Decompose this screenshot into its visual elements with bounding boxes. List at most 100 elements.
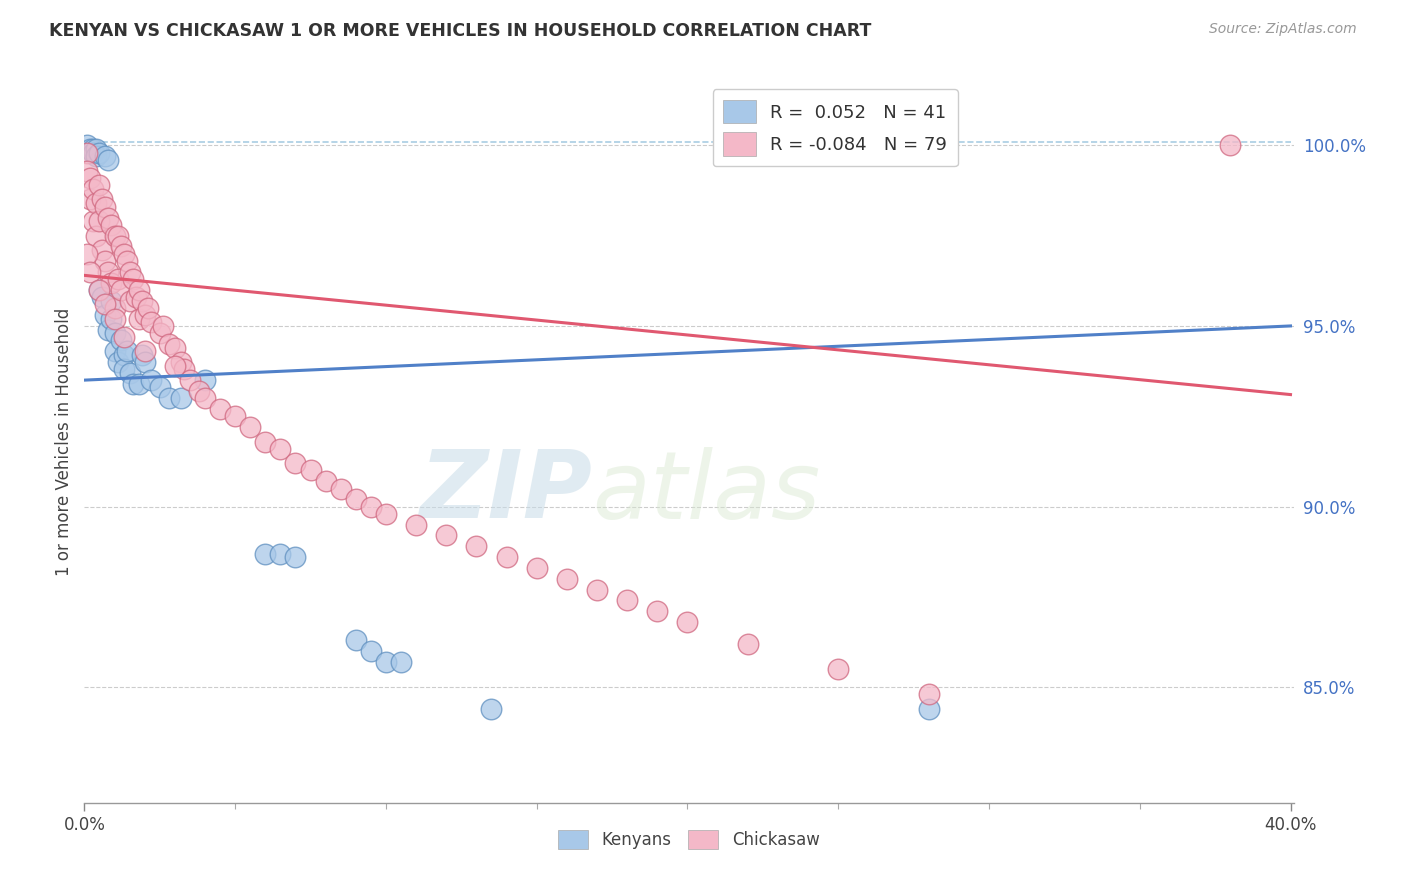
- Point: [157, 337, 180, 351]
- Text: KENYAN VS CHICKASAW 1 OR MORE VEHICLES IN HOUSEHOLD CORRELATION CHART: KENYAN VS CHICKASAW 1 OR MORE VEHICLES I…: [49, 22, 872, 40]
- Point: [91, 243, 114, 257]
- Point: [374, 507, 396, 521]
- Point: [115, 344, 138, 359]
- Point: [555, 572, 578, 586]
- Y-axis label: 1 or more Vehicles in Household: 1 or more Vehicles in Household: [55, 308, 73, 575]
- Point: [110, 239, 132, 253]
- Point: [917, 702, 939, 716]
- Point: [91, 290, 114, 304]
- Point: [360, 500, 382, 514]
- Point: [194, 373, 217, 387]
- Point: [134, 308, 156, 322]
- Point: [86, 228, 108, 243]
- Point: [163, 359, 186, 373]
- Point: [100, 311, 122, 326]
- Point: [89, 178, 111, 192]
- Point: [827, 662, 849, 676]
- Point: [121, 376, 143, 391]
- Point: [481, 702, 503, 716]
- Point: [434, 528, 457, 542]
- Point: [134, 355, 156, 369]
- Point: [139, 315, 162, 329]
- Point: [131, 293, 153, 308]
- Point: [128, 376, 150, 391]
- Point: [121, 272, 143, 286]
- Point: [100, 218, 122, 232]
- Point: [170, 355, 193, 369]
- Point: [97, 153, 120, 167]
- Point: [131, 348, 153, 362]
- Point: [645, 604, 668, 618]
- Point: [89, 214, 111, 228]
- Point: [79, 170, 101, 185]
- Point: [495, 550, 517, 565]
- Point: [329, 482, 352, 496]
- Point: [103, 326, 125, 341]
- Point: [315, 475, 337, 489]
- Point: [269, 547, 291, 561]
- Point: [163, 341, 186, 355]
- Point: [149, 326, 172, 341]
- Point: [134, 344, 156, 359]
- Point: [374, 655, 396, 669]
- Point: [82, 214, 104, 228]
- Point: [100, 293, 122, 308]
- Point: [284, 456, 307, 470]
- Point: [157, 391, 180, 405]
- Point: [389, 655, 412, 669]
- Point: [526, 561, 548, 575]
- Point: [94, 297, 117, 311]
- Point: [107, 228, 129, 243]
- Point: [97, 322, 120, 336]
- Point: [344, 492, 367, 507]
- Point: [79, 193, 101, 207]
- Point: [82, 145, 104, 160]
- Point: [194, 391, 217, 405]
- Point: [616, 593, 638, 607]
- Point: [89, 145, 111, 160]
- Point: [269, 442, 291, 456]
- Point: [89, 283, 111, 297]
- Point: [179, 373, 201, 387]
- Point: [100, 276, 122, 290]
- Point: [94, 308, 117, 322]
- Point: [139, 373, 162, 387]
- Point: [112, 246, 135, 260]
- Point: [118, 366, 141, 380]
- Point: [586, 582, 609, 597]
- Point: [128, 311, 150, 326]
- Point: [103, 344, 125, 359]
- Point: [86, 196, 108, 211]
- Point: [76, 145, 98, 160]
- Point: [110, 334, 132, 348]
- Point: [103, 311, 125, 326]
- Point: [76, 163, 98, 178]
- Point: [97, 211, 120, 225]
- Point: [676, 615, 699, 630]
- Point: [224, 409, 246, 424]
- Point: [136, 301, 159, 315]
- Point: [170, 391, 193, 405]
- Point: [82, 182, 104, 196]
- Point: [209, 402, 232, 417]
- Point: [1219, 138, 1241, 153]
- Point: [103, 228, 125, 243]
- Point: [110, 283, 132, 297]
- Point: [86, 149, 108, 163]
- Point: [115, 254, 138, 268]
- Point: [737, 637, 759, 651]
- Point: [239, 420, 262, 434]
- Point: [284, 550, 307, 565]
- Text: atlas: atlas: [592, 447, 821, 538]
- Point: [79, 265, 101, 279]
- Point: [405, 517, 427, 532]
- Point: [82, 142, 104, 156]
- Point: [107, 355, 129, 369]
- Point: [149, 380, 172, 394]
- Text: ZIP: ZIP: [419, 446, 592, 538]
- Point: [86, 142, 108, 156]
- Point: [128, 283, 150, 297]
- Point: [79, 142, 101, 156]
- Point: [112, 362, 135, 376]
- Point: [76, 246, 98, 260]
